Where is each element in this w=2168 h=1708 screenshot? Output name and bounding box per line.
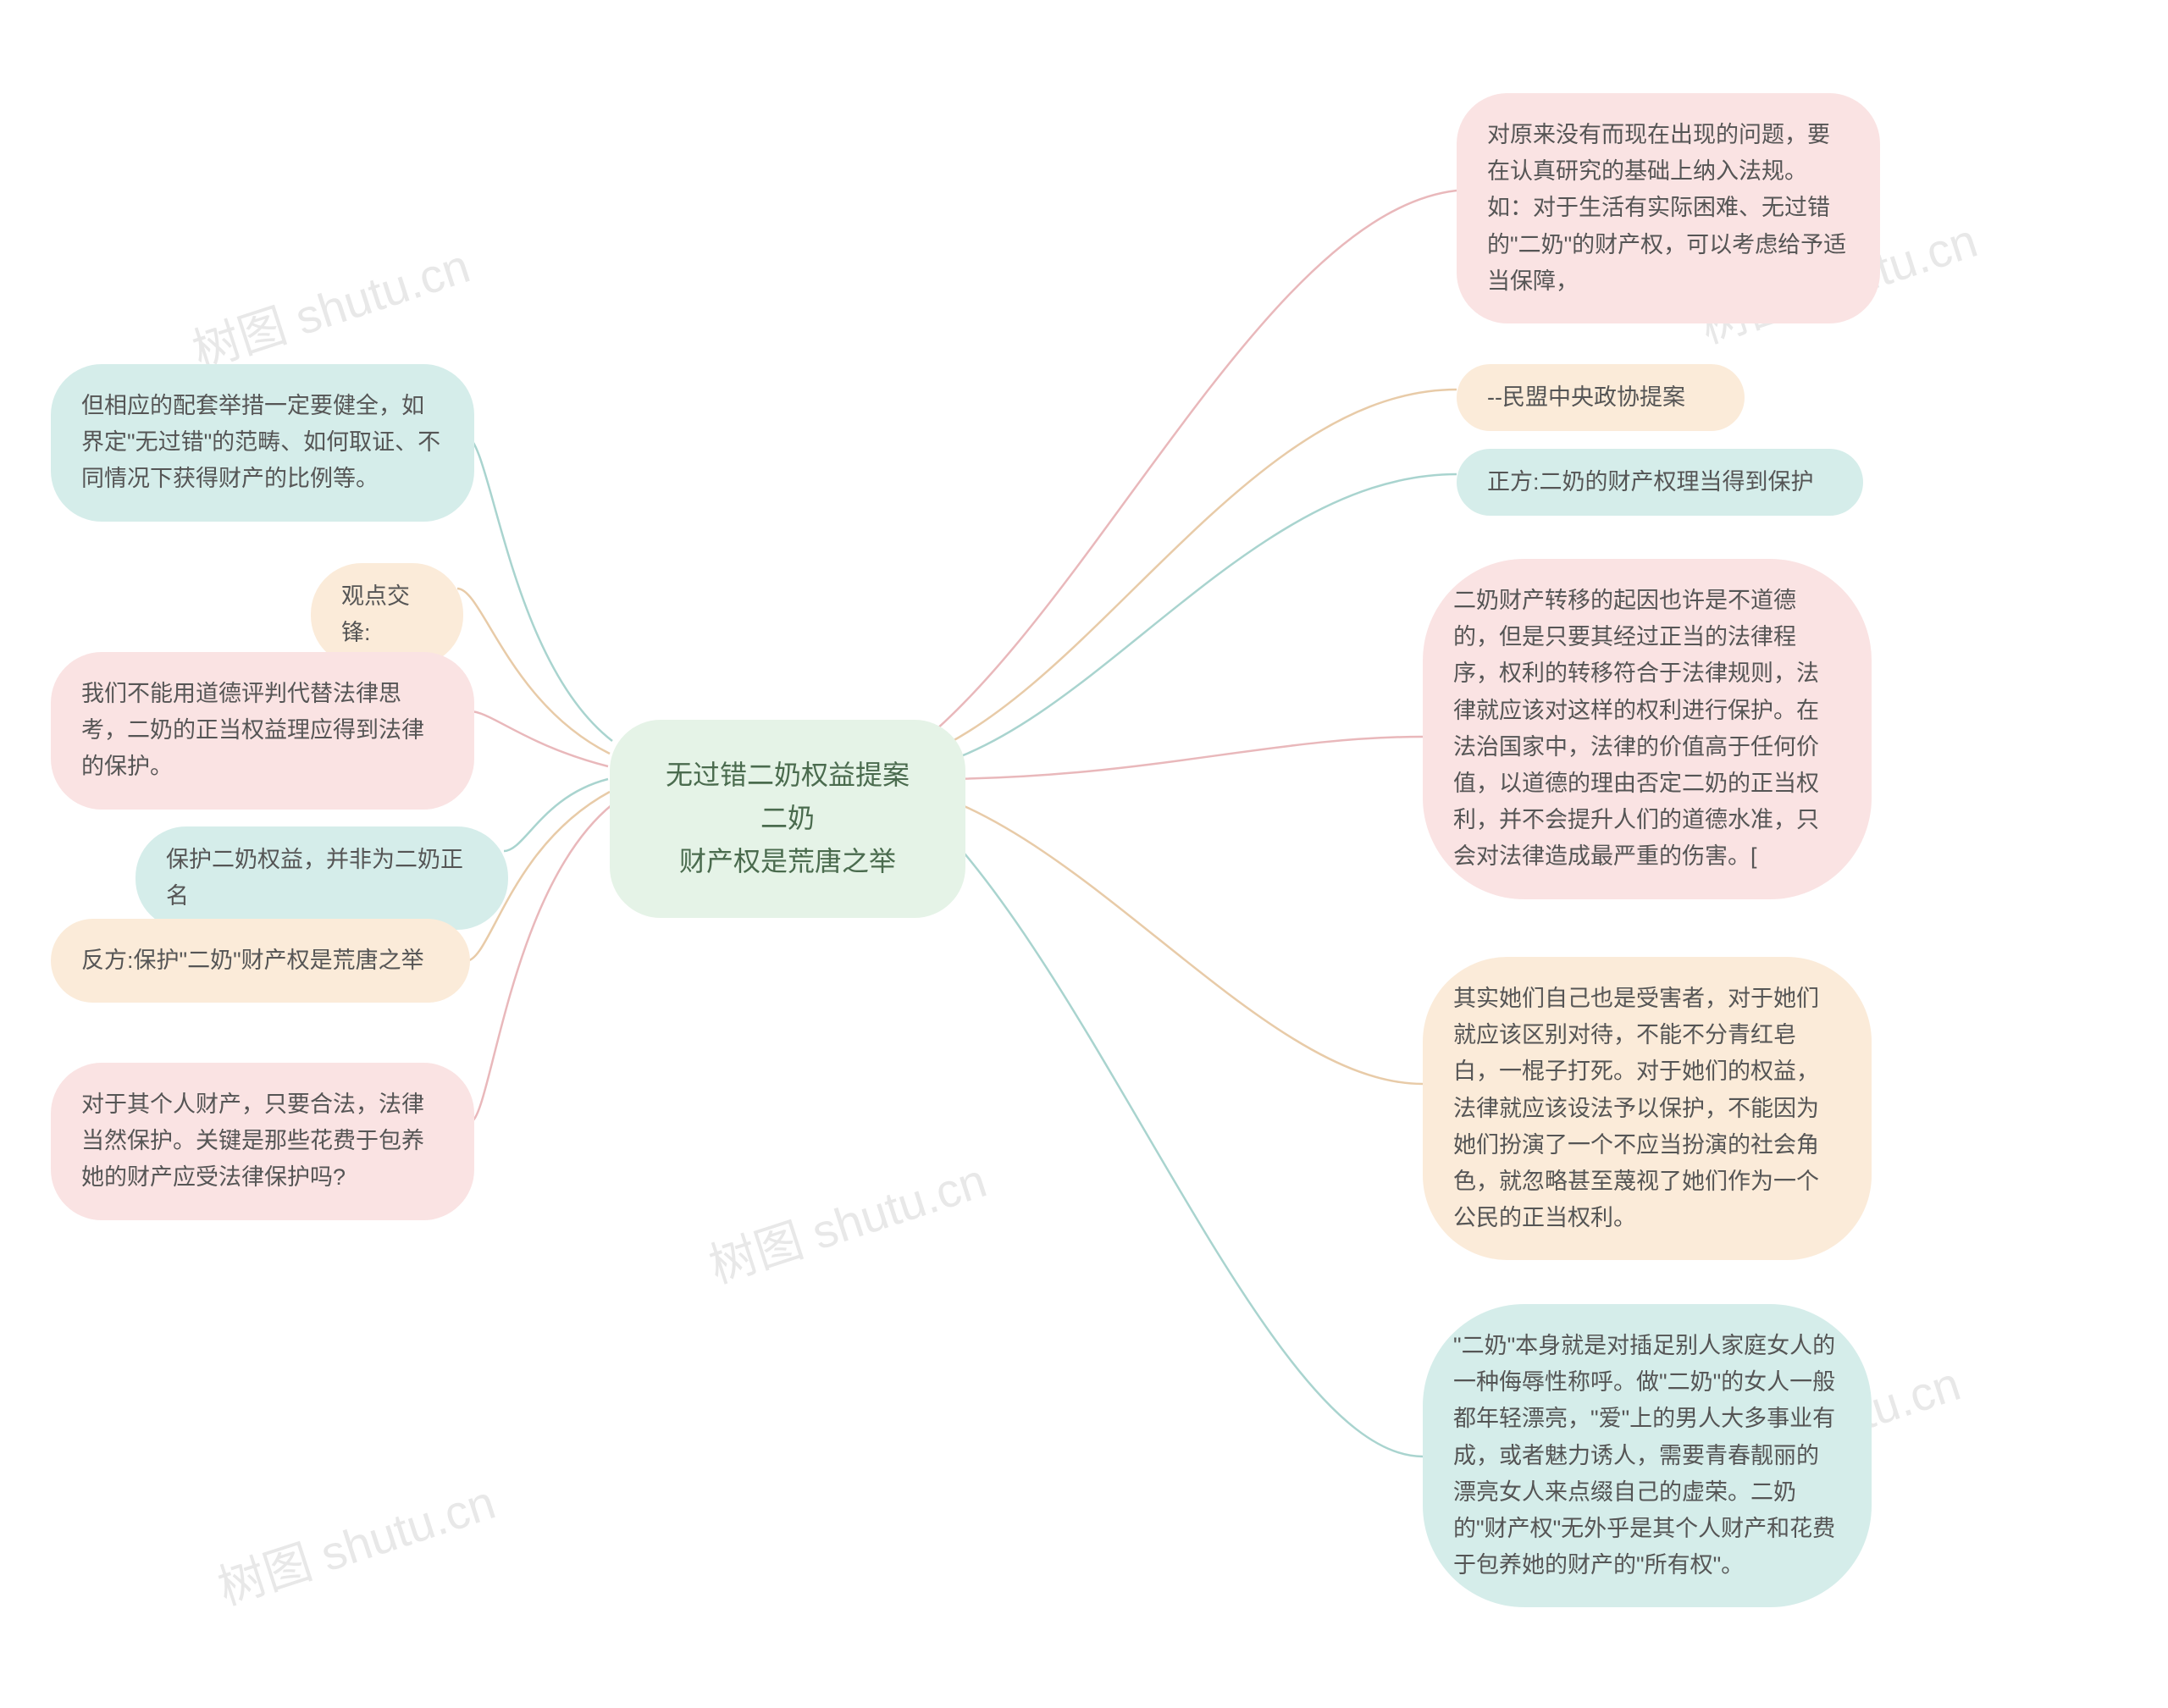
watermark: 树图 shutu.cn bbox=[700, 1143, 994, 1297]
node-r1: 对原来没有而现在出现的问题，要在认真研究的基础上纳入法规。如：对于生活有实际困难… bbox=[1457, 93, 1880, 323]
center-line2: 财产权是荒唐之举 bbox=[652, 840, 923, 883]
watermark: 树图 shutu.cn bbox=[208, 1465, 503, 1619]
node-l1: 但相应的配套举措一定要健全，如界定"无过错"的范畴、如何取证、不同情况下获得财产… bbox=[51, 364, 474, 522]
node-r2: --民盟中央政协提案 bbox=[1457, 364, 1745, 431]
node-l4: 保护二奶权益，并非为二奶正名 bbox=[136, 826, 508, 930]
center-topic: 无过错二奶权益提案 二奶 财产权是荒唐之举 bbox=[610, 720, 965, 918]
watermark: 树图 shutu.cn bbox=[183, 229, 478, 383]
node-r6: "二奶"本身就是对插足别人家庭女人的一种侮辱性称呼。做"二奶"的女人一般都年轻漂… bbox=[1423, 1304, 1872, 1607]
node-r5: 其实她们自己也是受害者，对于她们就应该区别对待，不能不分青红皂白，一棍子打死。对… bbox=[1423, 957, 1872, 1260]
node-l3: 我们不能用道德评判代替法律思考，二奶的正当权益理应得到法律的保护。 bbox=[51, 652, 474, 810]
node-r4: 二奶财产转移的起因也许是不道德的，但是只要其经过正当的法律程序，权利的转移符合于… bbox=[1423, 559, 1872, 899]
center-line1: 无过错二奶权益提案 二奶 bbox=[652, 754, 923, 840]
node-r3: 正方:二奶的财产权理当得到保护 bbox=[1457, 449, 1863, 516]
node-l6: 对于其个人财产，只要合法，法律当然保护。关键是那些花费于包养她的财产应受法律保护… bbox=[51, 1063, 474, 1220]
node-l5: 反方:保护"二奶"财产权是荒唐之举 bbox=[51, 919, 470, 1003]
